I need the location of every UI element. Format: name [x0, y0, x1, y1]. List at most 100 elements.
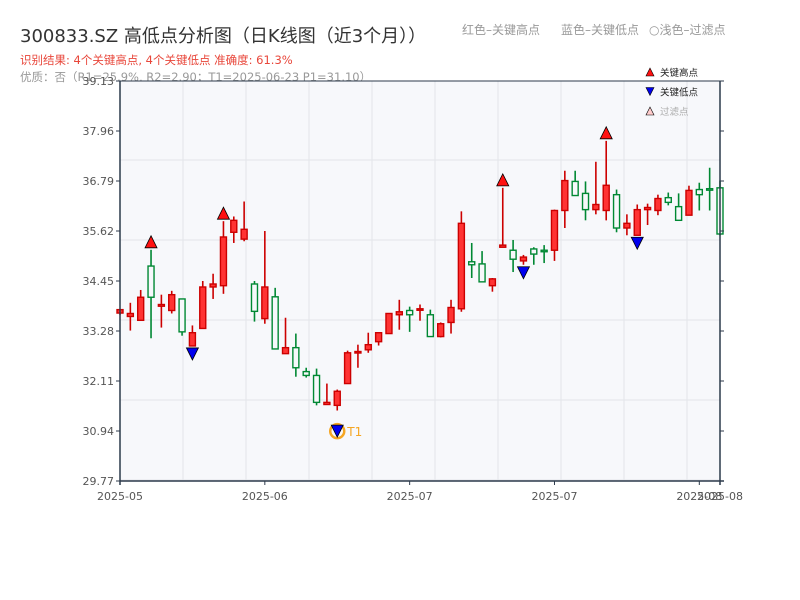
x-tick-label: 2025-07 — [531, 490, 577, 503]
candle — [240, 201, 248, 242]
candle-body — [271, 296, 279, 350]
candle-body — [374, 332, 383, 343]
candle — [457, 211, 466, 312]
y-tick-label: 39.13 — [83, 75, 115, 88]
candle — [292, 333, 300, 377]
candle — [436, 322, 445, 338]
x-tick-label: 2025-07 — [387, 490, 433, 503]
plot-area — [120, 81, 720, 481]
candle-body — [209, 283, 217, 288]
candle — [654, 194, 662, 216]
candle — [499, 187, 507, 248]
candle — [571, 170, 579, 197]
candle-body — [188, 332, 197, 347]
candle-body — [426, 314, 435, 338]
candle-body — [126, 312, 135, 318]
candle — [157, 294, 166, 328]
key-high-triangle-icon — [496, 172, 510, 187]
candle — [602, 140, 610, 221]
y-tick-label: 32.11 — [83, 375, 115, 388]
legend-high-icon — [645, 67, 655, 77]
x-tick-label: 2025-08 — [697, 490, 743, 503]
candle — [281, 317, 290, 355]
candle-body — [292, 346, 300, 369]
key-low-triangle-icon — [185, 347, 200, 361]
candle-body — [364, 343, 372, 351]
y-tick-label: 29.77 — [83, 475, 115, 488]
candle — [664, 192, 672, 206]
candle-body — [602, 184, 610, 212]
key-high-triangle-icon — [144, 234, 158, 249]
y-tick-label: 30.94 — [83, 425, 115, 438]
y-tick-label: 34.45 — [83, 275, 115, 288]
candle — [705, 167, 714, 211]
candle — [478, 251, 486, 283]
candle — [136, 289, 145, 322]
key-low-triangle-icon — [330, 424, 344, 439]
result-summary: 识别结果: 4个关键高点, 4个关键低点 准确度: 61.3% — [20, 53, 293, 67]
candle-body — [592, 203, 600, 211]
candle-body — [530, 248, 538, 255]
candle — [219, 221, 228, 294]
legend-low-icon — [645, 87, 655, 97]
candle-body — [468, 261, 476, 266]
candle-body — [240, 228, 248, 240]
chart-title: 300833.SZ 高低点分析图（日K线图（近3个月）） — [20, 26, 427, 47]
candle-body — [312, 374, 321, 404]
candle — [395, 299, 404, 330]
candle-body — [157, 303, 166, 307]
candle-body — [281, 346, 290, 355]
candle-body — [561, 179, 569, 212]
candle-body — [333, 390, 341, 407]
candle-body — [499, 244, 507, 248]
x-tick-label: 2025-05 — [97, 490, 143, 503]
candle — [540, 245, 548, 264]
x-tick-label: 2025-06 — [242, 490, 288, 503]
candle-body — [643, 206, 652, 211]
candle-body — [436, 323, 445, 338]
candle-body — [323, 401, 331, 406]
candle-body — [343, 352, 352, 385]
candle-body — [695, 188, 704, 196]
candle-body — [457, 222, 466, 310]
candle-body — [674, 205, 683, 222]
key-low-triangle-icon — [630, 236, 644, 251]
candle-body — [354, 350, 362, 354]
candle-body — [571, 180, 579, 197]
candle-body — [136, 296, 145, 322]
y-tick-label: 37.96 — [83, 125, 115, 138]
legend-label: 过滤点 — [660, 106, 689, 118]
candle-body — [685, 189, 693, 216]
candle — [209, 273, 217, 299]
candle — [354, 344, 362, 368]
legend-label: 关键低点 — [660, 87, 699, 99]
candle-body — [705, 187, 714, 191]
candle — [405, 306, 414, 332]
candle — [333, 389, 341, 411]
candle — [612, 189, 621, 233]
candle-body — [633, 208, 641, 236]
candle — [343, 350, 352, 385]
candle — [426, 309, 435, 338]
top-legend-filtered: ○浅色–过滤点 — [649, 23, 726, 37]
candle — [126, 302, 135, 331]
candle — [447, 299, 455, 334]
y-tick-label: 33.28 — [83, 325, 115, 338]
candle — [199, 281, 207, 330]
y-tick-label: 35.62 — [83, 225, 115, 238]
candle — [178, 298, 186, 336]
candle — [561, 170, 569, 229]
legend-filtered-icon — [645, 106, 655, 116]
x-tick-label: 2025-08 — [676, 490, 722, 503]
top-legend-high: 红色–关键高点 — [462, 23, 541, 37]
candle — [374, 332, 383, 346]
candle-body — [550, 209, 559, 251]
candle-body — [147, 265, 155, 298]
candle-body — [612, 193, 621, 229]
candle — [623, 214, 631, 236]
candle — [488, 278, 497, 292]
candle-body — [405, 309, 414, 316]
candle — [385, 312, 393, 335]
